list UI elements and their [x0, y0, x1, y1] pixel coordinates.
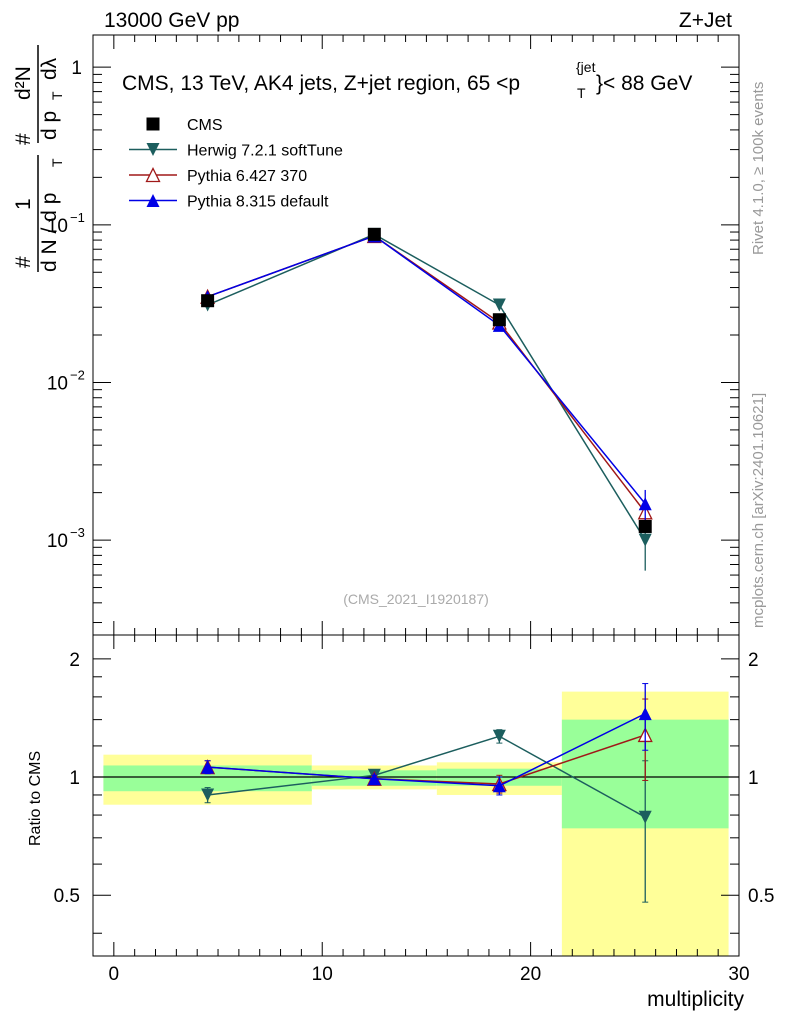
ratio-uncertainty-bands	[93, 691, 739, 956]
point-top-herwig-7-2-1-softtune	[638, 533, 652, 547]
ylabel-hash-2: #	[12, 133, 35, 145]
point-ratio-herwig-7-2-1-softtune	[201, 788, 215, 802]
point-ratio-pythia-8-315-default	[492, 779, 506, 793]
point-ratio-herwig-7-2-1-softtune	[492, 729, 506, 743]
point-top-cms	[367, 227, 381, 241]
rivet-label: Rivet 4.1.0, ≥ 100k events	[750, 82, 767, 255]
ylabel-denominator: d N / d p	[38, 193, 61, 272]
y-tick-label-top: 10	[47, 531, 68, 552]
point-top-cms	[638, 519, 652, 533]
y-tick-label-ratio-right: 2	[748, 650, 759, 671]
y-tick-label-ratio-right: 0.5	[748, 886, 774, 907]
ratio-panel-frame	[92, 634, 740, 957]
legend: CMS Herwig 7.2.1 softTune Pythia 6.427 370…	[129, 117, 343, 211]
chart-title: CMS, 13 TeV, AK4 jets, Z+jet region, 65 …	[122, 59, 692, 101]
ylabel-one: 1	[12, 198, 35, 210]
title-main: CMS, 13 TeV, AK4 jets, Z+jet region, 65 …	[122, 72, 520, 95]
legend-label-cms: CMS	[187, 117, 223, 134]
legend-marker-cms	[146, 117, 160, 131]
watermark: (CMS_2021_I1920187)	[343, 591, 489, 607]
series-top-panel	[200, 227, 653, 571]
point-top-pythia-8-315-default	[638, 497, 652, 511]
point-top-cms	[492, 313, 506, 327]
y-axis-label-ratio: Ratio to CMS	[27, 751, 44, 846]
y-tick-label-top: 10	[47, 373, 68, 394]
title-sub: T	[577, 85, 586, 101]
legend-marker-pythia-8-315-default	[146, 194, 160, 207]
ylabel-sub-t-2: T	[49, 91, 65, 100]
legend-marker-pythia-6-427-370	[145, 167, 161, 183]
point-ratio-pythia-8-315-default	[638, 707, 652, 721]
ylabel-dlambda: dλ	[38, 57, 61, 80]
series-line-ratio-herwig-7-2-1-softtune	[207, 735, 646, 818]
y-tick-label-top-exp: −1	[70, 210, 85, 225]
legend-marker-herwig-7-2-1-softtune	[146, 143, 160, 156]
x-tick-label: 30	[728, 964, 749, 985]
point-ratio-pythia-8-315-default	[367, 772, 381, 786]
point-ratio-pythia-8-315-default	[201, 760, 215, 774]
mcplots-label: mcplots.cern.ch [arXiv:2401.10621]	[750, 393, 767, 628]
series-line-ratio-pythia-8-315-default	[207, 712, 646, 787]
x-tick-label: 10	[312, 964, 333, 985]
ylabel-sub-t: T	[49, 158, 65, 167]
legend-label-herwig-7-2-1-softtune: Herwig 7.2.1 softTune	[187, 143, 343, 160]
y-tick-label-ratio: 2	[69, 650, 80, 671]
y-axis-label-top: # 1 d N / d p T # d²N d p T dλ	[12, 45, 65, 272]
x-tick-label: 0	[109, 964, 120, 985]
title-sup: {jet	[576, 59, 596, 75]
x-tick-label: 20	[520, 964, 541, 985]
y-tick-label-top: 10	[47, 216, 68, 237]
point-ratio-herwig-7-2-1-softtune	[638, 810, 652, 824]
point-top-cms	[201, 294, 215, 308]
y-tick-label-top: 1	[71, 58, 82, 79]
header-right: Z+Jet	[679, 9, 732, 32]
y-tick-label-ratio: 0.5	[54, 886, 80, 907]
series-line-top-pythia-8-315-default	[207, 235, 646, 505]
title-tail: }< 88 GeV	[596, 72, 692, 95]
legend-label-pythia-6-427-370: Pythia 6.427 370	[187, 168, 307, 185]
series-line-top-herwig-7-2-1-softtune	[207, 233, 646, 541]
y-tick-label-ratio-right: 1	[748, 768, 759, 789]
header-left: 13000 GeV pp	[104, 9, 239, 32]
y-tick-label-ratio: 1	[69, 768, 80, 789]
legend-label-pythia-8-315-default: Pythia 8.315 default	[187, 194, 329, 211]
ylabel-dpt: d p	[38, 111, 61, 140]
series-ratio-panel	[200, 683, 653, 903]
ylabel-d2n: d²N	[12, 66, 35, 100]
point-top-herwig-7-2-1-softtune	[492, 298, 506, 312]
y-tick-label-top-exp: −3	[70, 525, 85, 540]
y-tick-label-top-exp: −2	[70, 367, 85, 382]
x-axis-label: multiplicity	[647, 988, 744, 1011]
ylabel-hash-1: #	[12, 256, 35, 268]
